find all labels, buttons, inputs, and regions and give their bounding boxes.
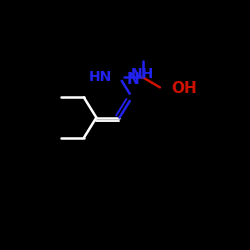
- Text: OH: OH: [172, 81, 197, 96]
- Text: NH: NH: [131, 67, 154, 81]
- Text: N: N: [126, 72, 139, 87]
- Text: HN: HN: [89, 70, 112, 84]
